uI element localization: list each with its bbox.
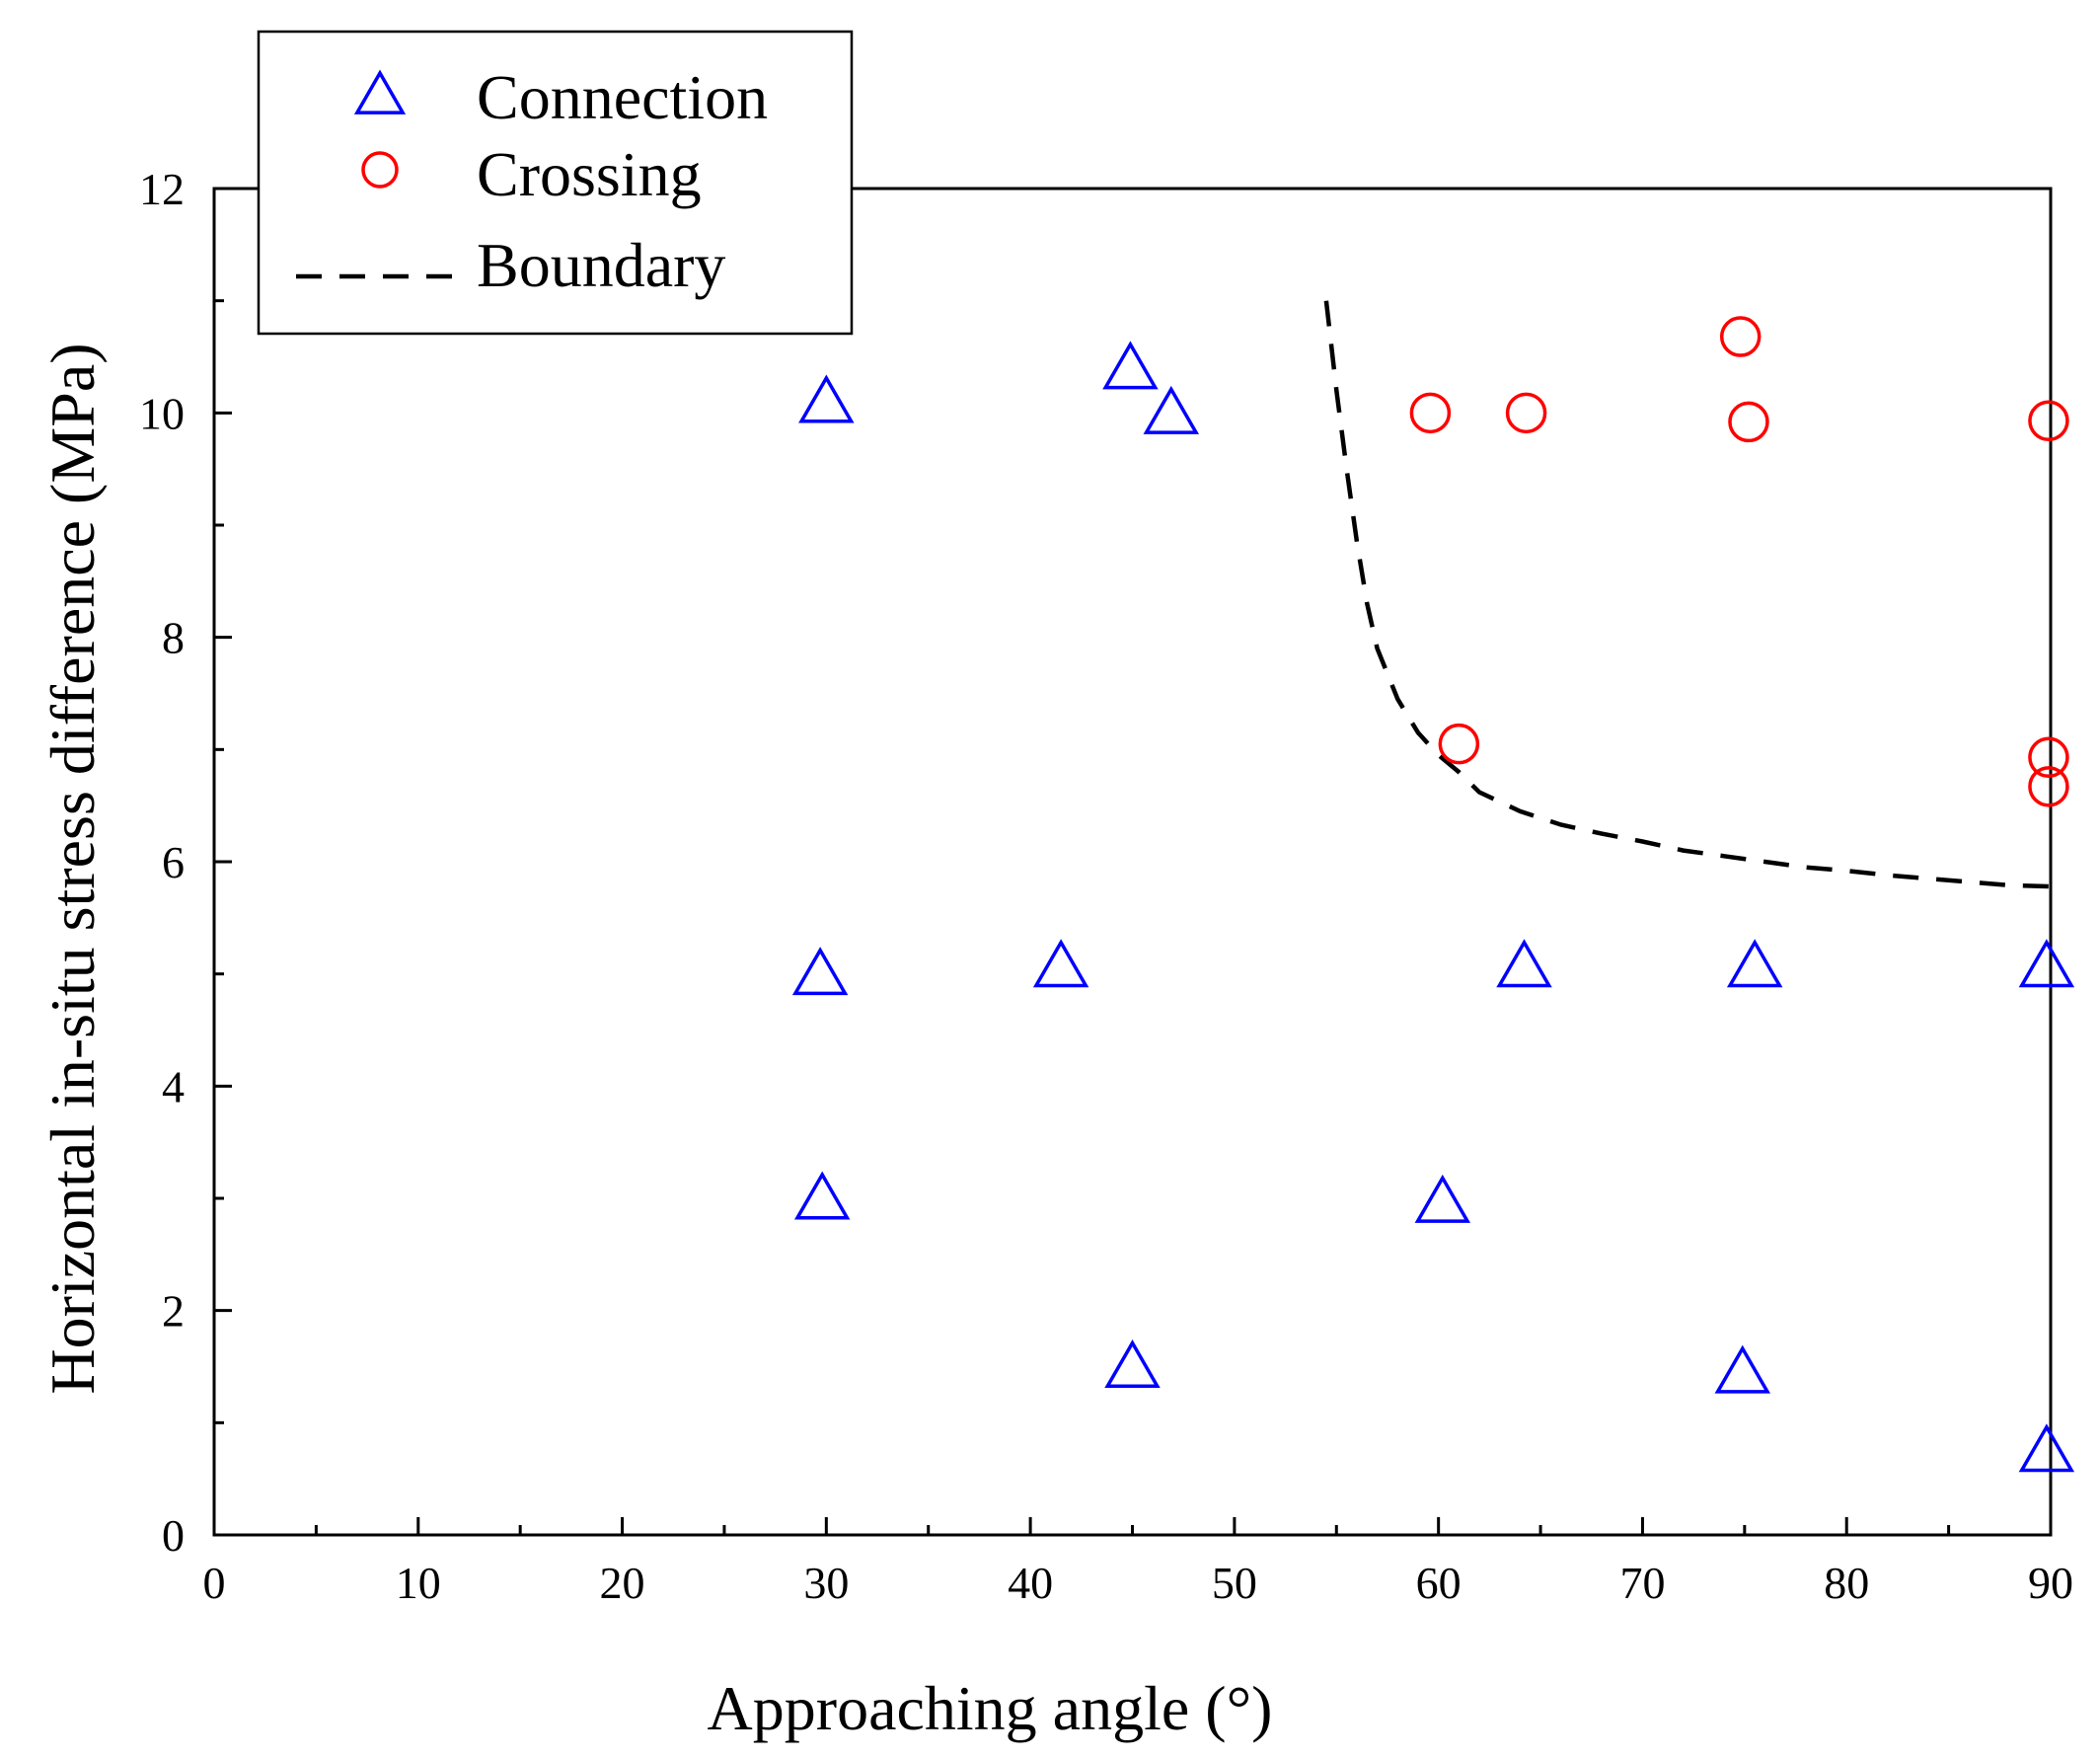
legend-box: [257, 30, 854, 336]
crossing-point: [1728, 401, 1769, 443]
crossing-point: [2028, 766, 2069, 807]
x-tick-label: 30: [803, 1558, 849, 1608]
y-tick-label: 6: [162, 837, 185, 887]
connection-point: [1032, 939, 1089, 988]
x-tick-label: 80: [1824, 1558, 1869, 1608]
x-tick-label: 60: [1416, 1558, 1462, 1608]
connection-point: [1714, 1344, 1770, 1394]
axes-layer: 0 10 20 30 40 50 60 70 80 90 0 2 4 6 8 10 12: [139, 164, 2073, 1608]
y-tick-label: 10: [139, 388, 185, 438]
connection-point: [1102, 341, 1159, 390]
y-tick-label: 8: [162, 613, 185, 663]
connection-point: [798, 374, 855, 423]
crossing-point: [1505, 392, 1547, 434]
x-tick-label: 50: [1212, 1558, 1257, 1608]
crossing-point: [1438, 723, 1480, 765]
x-tick-label: 20: [600, 1558, 645, 1608]
y-tick-label: 12: [139, 164, 185, 214]
x-tick-label: 10: [396, 1558, 441, 1608]
y-tick-label: 0: [162, 1510, 185, 1561]
legend-connection-swatch: [353, 69, 407, 115]
connection-point: [2018, 1423, 2075, 1473]
x-tick-label: 90: [2028, 1558, 2073, 1608]
connection-point: [2018, 939, 2075, 988]
markers-layer: [791, 316, 2075, 1473]
legend-label-boundary: Boundary: [477, 230, 725, 300]
legend-label-crossing: Crossing: [477, 139, 702, 209]
connection-point: [791, 947, 849, 996]
x-tick-label: 70: [1619, 1558, 1665, 1608]
crossing-point: [1719, 316, 1762, 357]
crossing-point: [2028, 736, 2069, 779]
x-tick-label: 0: [203, 1558, 226, 1608]
connection-point: [1414, 1174, 1471, 1223]
boundary-line: [1323, 300, 2052, 889]
x-tick-label: 40: [1008, 1558, 1053, 1608]
connection-point: [1143, 385, 1200, 434]
legend-crossing-swatch: [361, 151, 399, 189]
connection-point: [793, 1171, 851, 1220]
connection-point: [1726, 939, 1783, 988]
x-axis-title: Approaching angle (°): [708, 1673, 1273, 1743]
legend-label-connection: Connection: [477, 62, 768, 132]
boundary-curve-layer: [1323, 300, 2052, 889]
connection-point: [1104, 1338, 1161, 1388]
y-axis-title: Horizontal in-situ stress difference (MP…: [38, 343, 108, 1394]
y-tick-label: 2: [162, 1286, 185, 1337]
y-tick-label: 4: [162, 1061, 185, 1111]
crossing-point: [1409, 392, 1452, 434]
connection-point: [1496, 939, 1552, 988]
crossing-point: [2028, 400, 2069, 442]
